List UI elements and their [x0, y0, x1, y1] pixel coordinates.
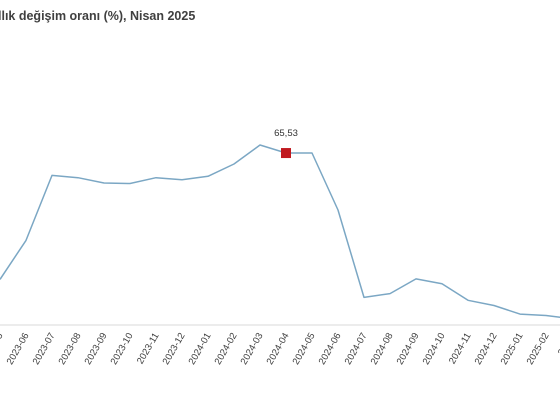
x-tick-label: 2023-09 — [83, 331, 110, 367]
x-tick-label: 2023-10 — [109, 331, 136, 367]
x-tick-label: 2024-08 — [369, 331, 396, 367]
x-tick-label: 2023-11 — [135, 331, 162, 366]
highlight-data-label: 65,53 — [274, 128, 298, 139]
x-tick-label: 2023-08 — [57, 331, 84, 367]
x-tick-label: 2023-06 — [5, 331, 32, 367]
chart-title: llık değişim oranı (%), Nisan 2025 — [0, 9, 196, 23]
x-tick-label: 2025-01 — [499, 331, 526, 367]
x-tick-label: 2023-07 — [31, 331, 58, 367]
highlight-point-marker — [281, 148, 291, 159]
x-tick-label: 2024-11 — [447, 331, 474, 366]
x-tick-label: 5 — [0, 331, 6, 341]
x-tick-label: 2024-04 — [265, 331, 292, 367]
x-tick-label: 2024-07 — [343, 331, 370, 367]
x-tick-label: 2024-01 — [187, 331, 214, 367]
x-tick-label: 2024-02 — [213, 331, 240, 367]
x-tick-label: 2024-05 — [291, 331, 318, 367]
series-line-group — [0, 144, 560, 319]
x-tick-label: 2024-06 — [317, 331, 344, 367]
x-tick-label: 2025- — [556, 331, 560, 358]
x-tick-label: 2024-03 — [239, 331, 266, 367]
x-tick-label: 2025-02 — [525, 331, 552, 367]
marker-group: 65,531 — [274, 128, 298, 159]
series-line — [0, 144, 560, 319]
x-tick-label: 2024-09 — [395, 331, 422, 367]
x-axis-ticks: 5 2023-06 2023-07 2023-08 2023-09 2023-10 2023… — [0, 331, 560, 367]
x-tick-label: 2024-12 — [473, 331, 500, 367]
x-tick-label: 2023-12 — [161, 331, 188, 367]
x-tick-label: 2024-10 — [421, 331, 448, 367]
